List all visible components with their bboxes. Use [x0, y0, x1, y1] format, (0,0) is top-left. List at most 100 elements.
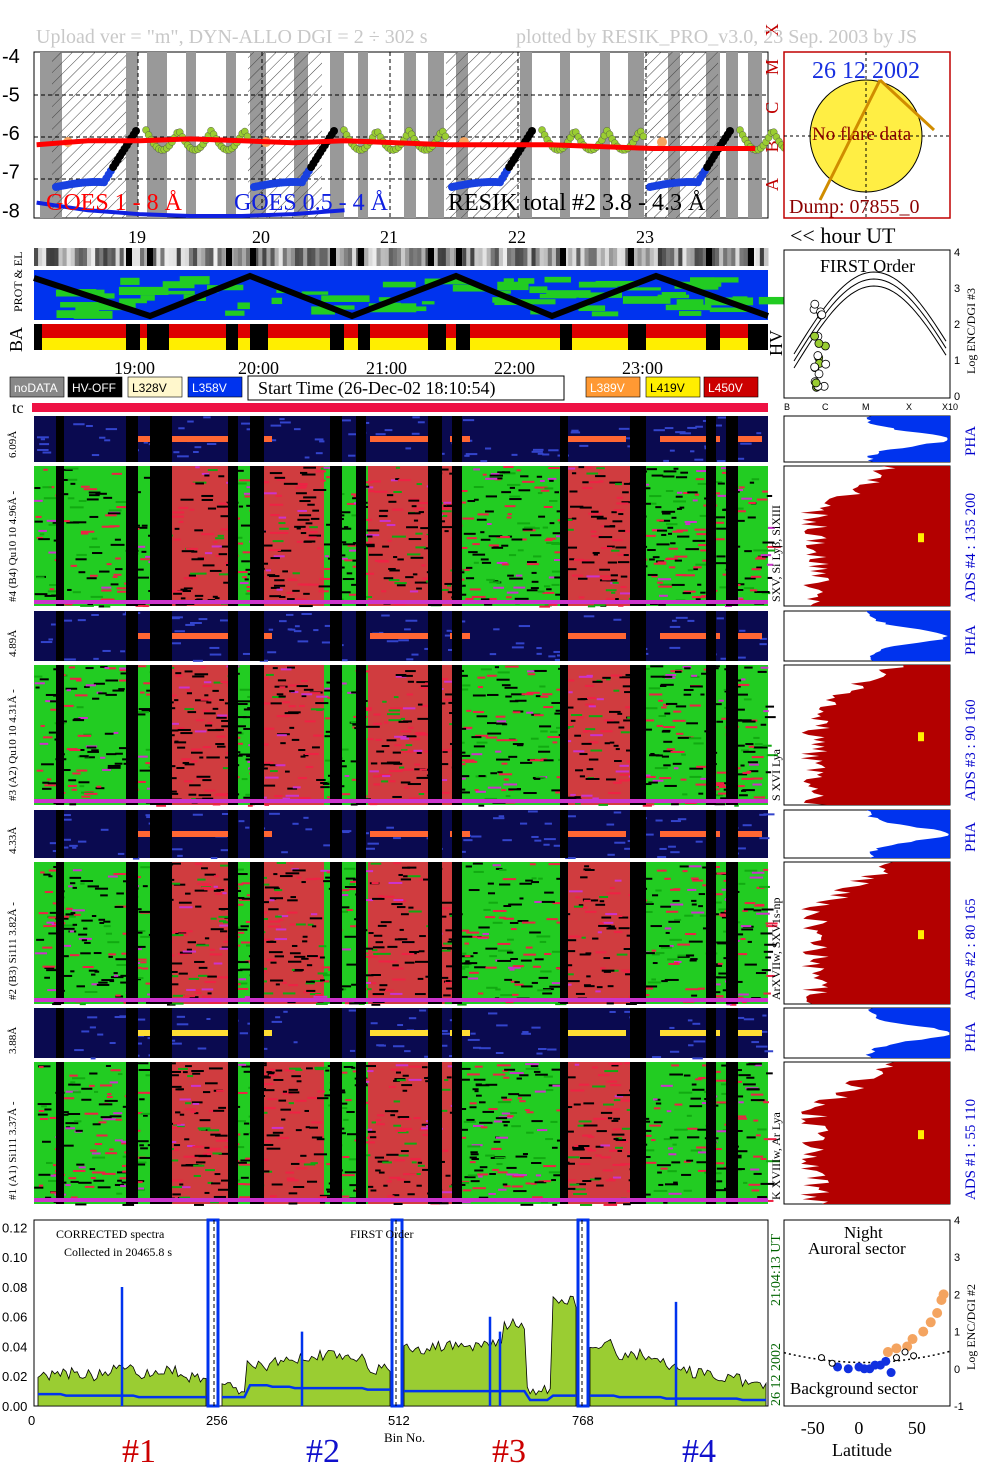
heatmap-cell — [509, 700, 519, 703]
channel-left-label: #1 (A1) Si111 3.37Å - — [7, 1101, 19, 1200]
heatmap-cell — [409, 950, 420, 953]
heatmap-cell — [107, 1093, 112, 1096]
first-order-y-tick: 1 — [954, 355, 960, 367]
heatmap-cell — [63, 944, 72, 947]
ads-profile — [800, 466, 950, 606]
pha-gap — [706, 611, 716, 661]
heatmap-cell — [581, 794, 593, 797]
pha-noise — [484, 447, 492, 450]
pha-noise — [537, 452, 544, 455]
heatmap-cell — [268, 549, 281, 552]
heatmap-cell — [314, 1066, 328, 1069]
heatmap-cell — [746, 1136, 756, 1139]
heatmap-cell — [205, 1169, 215, 1172]
heatmap-cell — [241, 941, 251, 944]
heatmap-cell — [299, 704, 305, 707]
heatmap-cell — [717, 494, 730, 497]
heatmap-cell — [417, 703, 423, 706]
heatmap-cell — [605, 597, 616, 600]
heatmap-cell — [488, 1108, 498, 1111]
heatmap-cell — [486, 693, 499, 696]
heatmap-cell — [298, 797, 311, 800]
heatmap-cell — [735, 507, 744, 510]
goes-gap-column — [330, 52, 344, 218]
heatmap-cell — [69, 506, 84, 509]
heatmap-gap — [330, 466, 342, 606]
heatmap-cell — [665, 910, 679, 913]
heatmap-cell — [390, 1114, 396, 1117]
heatmap-cell — [472, 543, 480, 546]
prot-el-strip-cell — [507, 248, 512, 266]
heatmap-cell — [238, 978, 247, 981]
heatmap-cell — [390, 992, 403, 995]
heatmap-cell — [116, 587, 127, 590]
heatmap-cell — [266, 1134, 280, 1137]
heatmap-cell — [94, 887, 109, 890]
pha-noise — [566, 815, 576, 818]
heatmap-cell — [756, 912, 770, 915]
prot-el-strip-cell — [763, 248, 769, 266]
heatmap-cell — [244, 578, 249, 581]
heatmap-cell — [441, 515, 448, 518]
spectrum-x-tick: 0 — [28, 1413, 35, 1428]
heatmap-cell — [221, 946, 230, 949]
heatmap-cell — [743, 587, 755, 590]
heatmap-cell — [204, 552, 213, 555]
heatmap-cell — [731, 708, 745, 711]
heatmap-cell — [414, 732, 426, 735]
heatmap-cell — [616, 496, 624, 499]
heatmap-cell — [287, 598, 295, 601]
heatmap-cell — [213, 1109, 225, 1112]
heatmap-cell — [682, 574, 695, 577]
heatmap-cell — [390, 479, 398, 482]
ads-marker — [918, 930, 924, 940]
pha-band — [170, 436, 230, 442]
prot-el-noise — [601, 282, 640, 287]
heatmap-gap — [630, 466, 646, 606]
spectrum-y-tick: 0.02 — [2, 1369, 27, 1384]
heatmap-cell — [518, 1094, 531, 1097]
heatmap-cell — [501, 544, 509, 547]
heatmap-cell — [405, 670, 416, 673]
heatmap-cell — [493, 1120, 503, 1123]
heatmap-cell — [418, 793, 425, 796]
pha-noise — [60, 814, 71, 817]
heatmap-cell — [585, 703, 595, 706]
heatmap-cell — [392, 508, 404, 511]
prot-el-noise — [179, 276, 210, 285]
pha-noise — [690, 450, 695, 453]
heatmap-cell — [117, 590, 130, 593]
prot-el-strip-cell — [682, 248, 687, 266]
heatmap-gap — [428, 862, 442, 1004]
pha-noise — [694, 458, 704, 461]
heatmap-cell — [400, 737, 409, 740]
heatmap-cell — [767, 526, 775, 529]
heatmap-cell — [70, 912, 76, 915]
heatmap-cell — [577, 577, 588, 580]
heatmap-cell — [95, 787, 105, 790]
heatmap-cell — [574, 1063, 580, 1066]
heatmap-cell — [570, 1089, 585, 1092]
heatmap-cell — [551, 982, 562, 985]
heatmap-cell — [660, 1084, 673, 1087]
heatmap-cell — [761, 908, 774, 911]
heatmap-cell — [537, 989, 551, 992]
heatmap-cell — [747, 940, 752, 943]
heatmap-cell — [697, 1151, 711, 1154]
heatmap-cell — [270, 531, 285, 534]
pha-noise — [314, 438, 324, 441]
heatmap-cell — [685, 954, 695, 957]
heatmap-cell — [697, 987, 705, 990]
heatmap-cell — [506, 591, 519, 594]
heatmap-cell — [403, 720, 412, 723]
heatmap-cell — [278, 915, 289, 918]
heatmap-cell — [264, 727, 275, 730]
heatmap-cell — [478, 804, 485, 807]
heatmap-cell — [398, 938, 408, 941]
heatmap-cell — [136, 711, 149, 714]
heatmap-cell — [399, 1117, 412, 1120]
heatmap-cell — [175, 1111, 181, 1114]
heatmap-cell — [317, 1097, 329, 1100]
prot-el-strip-cell — [743, 248, 749, 266]
heatmap-cell — [596, 679, 602, 682]
